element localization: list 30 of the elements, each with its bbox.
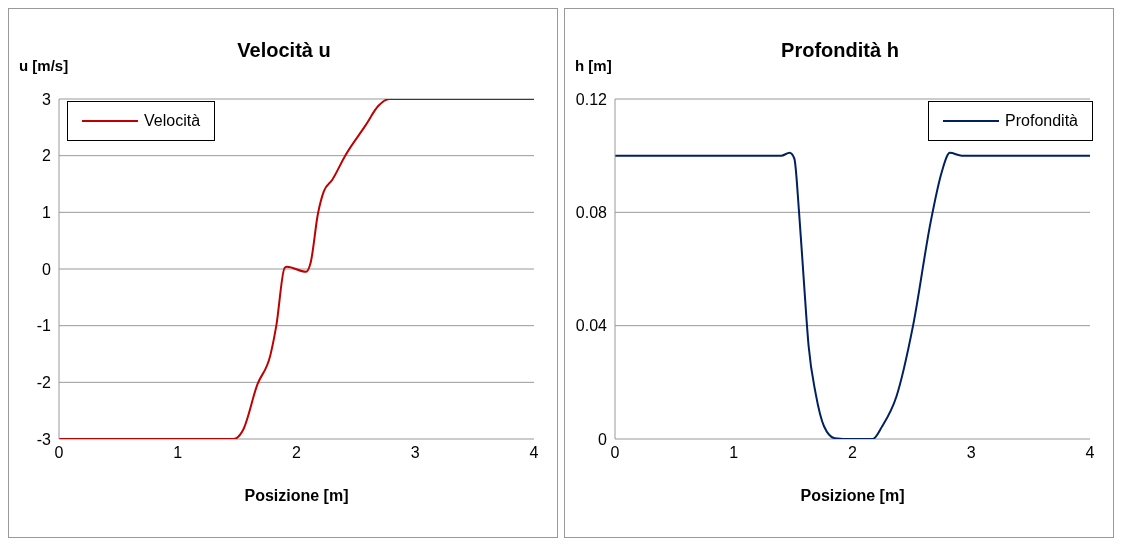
y-tick-label: 0 xyxy=(598,430,608,448)
x-tick-label: 2 xyxy=(292,444,302,462)
x-axis-title: Posizione [m] xyxy=(800,487,905,504)
chart-title: Profondità h xyxy=(781,39,899,61)
x-tick-label: 0 xyxy=(610,444,620,462)
y-axis-title: u [m/s] xyxy=(19,57,69,74)
x-tick-label: 1 xyxy=(173,444,183,462)
x-axis-title: Posizione [m] xyxy=(244,487,349,504)
x-tick-label: 4 xyxy=(529,444,539,462)
y-tick-label: 2 xyxy=(42,147,52,165)
y-tick-label: -1 xyxy=(36,317,52,335)
x-tick-label: 1 xyxy=(729,444,739,462)
x-tick-label: 3 xyxy=(966,444,976,462)
y-tick-label: -3 xyxy=(36,430,52,448)
x-tick-label: 0 xyxy=(54,444,64,462)
y-tick-label: -2 xyxy=(36,374,52,392)
y-tick-label: 0.12 xyxy=(575,90,608,108)
x-tick-label: 2 xyxy=(848,444,858,462)
y-axis-title: h [m] xyxy=(575,57,612,74)
y-tick-label: 0 xyxy=(42,260,52,278)
x-tick-label: 4 xyxy=(1085,444,1095,462)
y-tick-label: 1 xyxy=(42,204,52,222)
line-series xyxy=(59,99,534,439)
chart-title: Velocità u xyxy=(237,39,331,61)
legend-label: Profondità xyxy=(1005,112,1078,130)
y-tick-label: 3 xyxy=(42,90,52,108)
legend-label: Velocità xyxy=(144,112,201,130)
y-tick-label: 0.04 xyxy=(575,317,608,335)
x-tick-label: 3 xyxy=(410,444,420,462)
y-tick-label: 0.08 xyxy=(575,204,608,222)
